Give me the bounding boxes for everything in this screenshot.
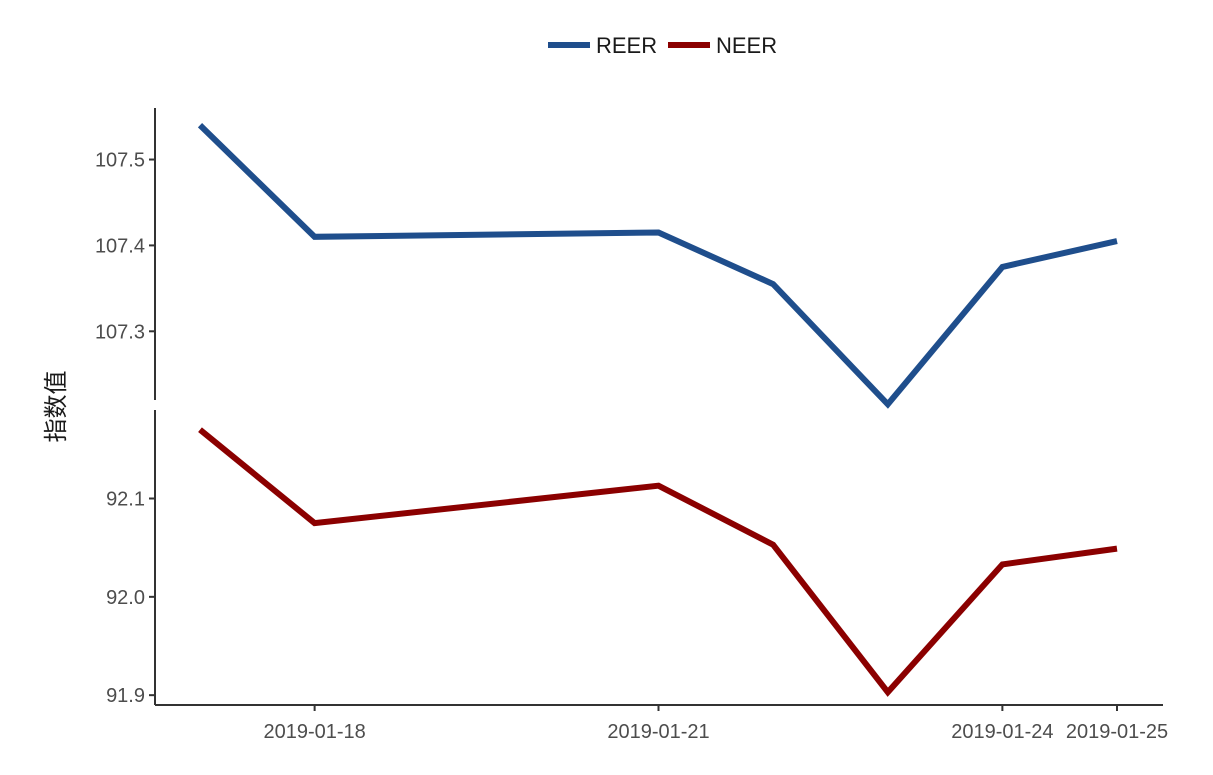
y-tick-label: 107.3: [95, 321, 145, 343]
x-tick-label: 2019-01-18: [263, 721, 365, 743]
legend-label-reer: REER: [596, 33, 657, 58]
x-tick-label: 2019-01-25: [1066, 721, 1168, 743]
legend-label-neer: NEER: [716, 33, 777, 58]
series-line-neer: [198, 427, 1118, 697]
y-tick-label: 107.5: [95, 150, 145, 172]
x-tick-label: 2019-01-21: [607, 721, 709, 743]
y-tick-label: 92.1: [106, 489, 145, 511]
series-line-reer: [197, 123, 1118, 409]
y-tick-label: 92.0: [106, 587, 145, 609]
y-tick-label: 107.4: [95, 235, 145, 257]
x-tick-label: 2019-01-24: [951, 721, 1053, 743]
y-axis-title: 指数值: [42, 371, 70, 443]
y-tick-label: 91.9: [106, 685, 145, 707]
